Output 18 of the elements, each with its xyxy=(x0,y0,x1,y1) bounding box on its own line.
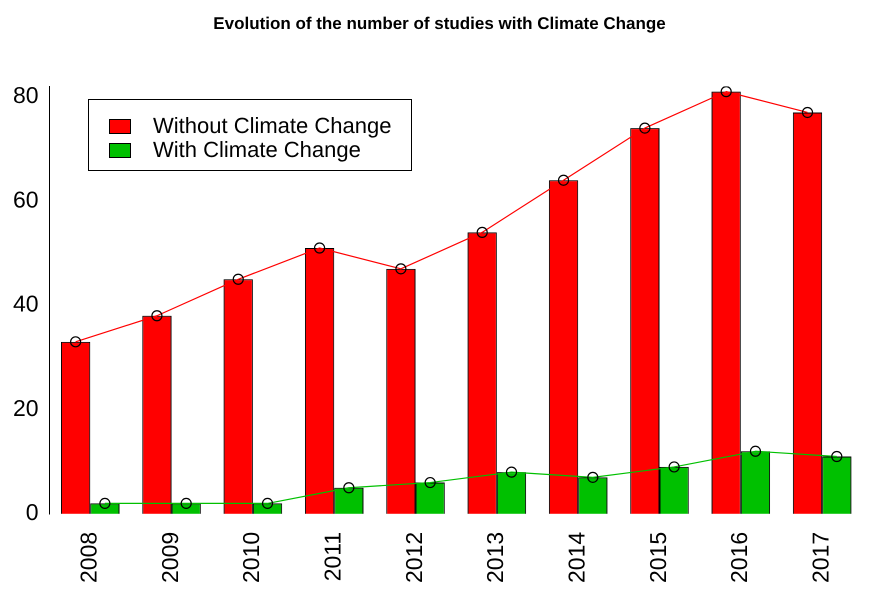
y-tick-label: 60 xyxy=(12,186,39,212)
legend-label: Without Climate Change xyxy=(153,113,392,138)
x-tick-label: 2011 xyxy=(320,532,346,582)
y-tick-label: 0 xyxy=(26,499,39,526)
x-tick-label: 2014 xyxy=(564,532,590,584)
x-tick-label: 2015 xyxy=(644,532,671,584)
x-tick-label: 2013 xyxy=(482,532,508,584)
y-tick-label: 20 xyxy=(12,394,39,421)
x-tick-label: 2010 xyxy=(238,532,264,584)
x-tick-label: 2008 xyxy=(76,532,102,584)
x-tick-label: 2017 xyxy=(807,532,834,584)
y-tick-label: 40 xyxy=(12,290,39,317)
x-tick-label: 2012 xyxy=(400,532,427,584)
x-tick-label: 2009 xyxy=(156,532,183,584)
x-tick-label: 2016 xyxy=(726,532,752,584)
y-tick-label: 80 xyxy=(12,82,39,108)
chart-title: Evolution of the number of studies with Climate Change xyxy=(213,14,666,33)
legend-label: With Climate Change xyxy=(153,137,361,162)
